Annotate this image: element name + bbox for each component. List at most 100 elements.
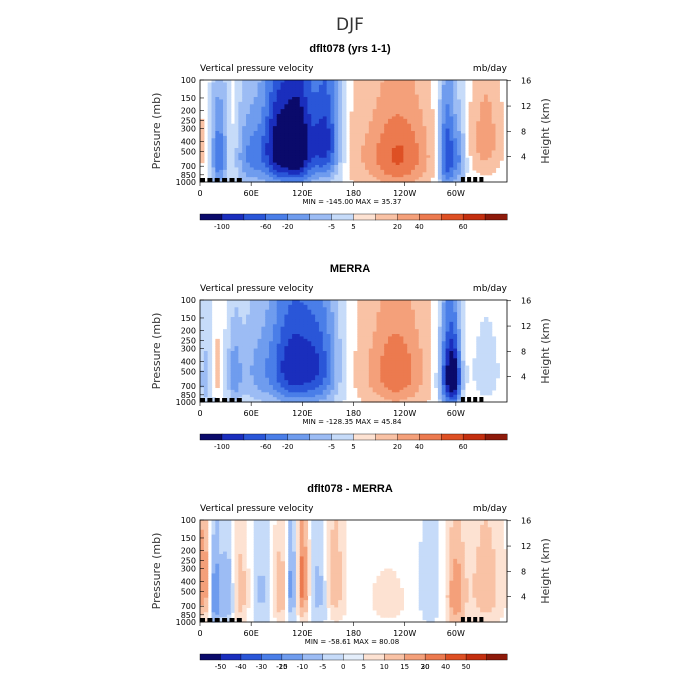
contour-cell — [426, 92, 431, 96]
contour-cell — [322, 351, 328, 355]
contour-cell — [376, 368, 381, 372]
contour-cell — [380, 167, 385, 171]
contour-cell — [341, 300, 347, 304]
contour-cell — [234, 167, 239, 171]
contour-cell — [441, 118, 447, 122]
contour-cell — [265, 394, 270, 398]
contour-cell — [269, 172, 274, 176]
contour-cell — [242, 358, 247, 362]
contour-cell — [288, 167, 293, 171]
contour-cell — [372, 109, 378, 113]
contour-cell — [372, 363, 378, 367]
lon-tick-label: 120E — [292, 189, 312, 198]
contour-cell — [376, 309, 381, 313]
contour-cell — [483, 99, 489, 103]
contour-cell — [414, 87, 420, 91]
contour-cell — [334, 341, 339, 345]
contour-cell — [445, 152, 451, 156]
contour-cell — [249, 314, 255, 318]
contour-cell — [246, 126, 251, 130]
pressure-tick-label: 100 — [181, 76, 196, 85]
contour-cell — [357, 169, 362, 173]
contour-cell — [242, 92, 247, 96]
contour-cell — [226, 380, 232, 384]
contour-cell — [280, 116, 286, 120]
contour-cell — [230, 394, 236, 398]
contour-cell — [242, 145, 247, 149]
contour-cell — [437, 126, 443, 130]
contour-cell — [261, 104, 266, 108]
contour-cell — [414, 128, 420, 132]
contour-cell — [303, 365, 309, 369]
contour-cell — [276, 138, 282, 142]
contour-cell — [361, 326, 366, 330]
contour-cell — [203, 397, 209, 401]
contour-cell — [380, 375, 385, 379]
contour-cell — [365, 338, 370, 342]
contour-cell — [391, 370, 397, 374]
contour-cell — [361, 133, 366, 137]
contour-cell — [372, 116, 378, 120]
contour-cell — [276, 309, 282, 313]
contour-cell — [330, 380, 335, 384]
contour-cell — [284, 375, 289, 379]
contour-cell — [391, 97, 397, 101]
contour-cell — [349, 165, 355, 169]
contour-cell — [211, 169, 216, 173]
contour-cell — [457, 114, 462, 118]
contour-cell — [265, 87, 270, 91]
contour-cell — [368, 94, 374, 98]
contour-cell — [246, 87, 251, 91]
contour-cell — [315, 377, 320, 381]
contour-cell — [284, 101, 289, 105]
contour-cell — [422, 160, 428, 164]
contour-cell — [276, 152, 282, 156]
contour-cell — [399, 150, 404, 154]
contour-cell — [495, 99, 500, 103]
contour-cell — [487, 148, 493, 152]
contour-cell — [257, 114, 262, 118]
contour-cell — [426, 157, 431, 161]
contour-cell — [357, 346, 362, 350]
contour-cell — [200, 128, 205, 132]
contour-cell — [276, 148, 282, 152]
contour-cell — [299, 300, 305, 304]
contour-cell — [487, 165, 493, 169]
units-label: mb/day — [473, 64, 508, 74]
contour-cell — [391, 353, 397, 357]
contour-cell — [269, 148, 274, 152]
contour-cell — [361, 135, 366, 139]
contour-cell — [365, 131, 370, 135]
contour-cell — [230, 135, 236, 139]
contour-cell — [483, 157, 489, 161]
contour-cell — [457, 140, 462, 144]
contour-cell — [495, 126, 500, 130]
contour-cell — [288, 97, 293, 101]
contour-cell — [318, 372, 324, 376]
contour-cell — [372, 360, 378, 364]
contour-cell — [322, 363, 328, 367]
contour-cell — [203, 368, 209, 372]
contour-cell — [414, 118, 420, 122]
contour-cell — [361, 104, 366, 108]
contour-cell — [388, 382, 393, 386]
contour-cell — [230, 160, 236, 164]
contour-cell — [311, 300, 316, 304]
contour-cell — [372, 131, 378, 135]
contour-cell — [288, 128, 293, 132]
contour-cell — [200, 302, 205, 306]
contour-cell — [280, 174, 286, 178]
contour-cell — [303, 169, 309, 173]
contour-cell — [276, 111, 282, 115]
contour-cell — [315, 155, 320, 159]
contour-cell — [376, 348, 381, 352]
contour-cell — [403, 145, 408, 149]
contour-cell — [257, 135, 262, 139]
contour-cell — [426, 169, 431, 173]
contour-cell — [365, 114, 370, 118]
contour-cell — [276, 177, 282, 181]
contour-cell — [269, 377, 274, 381]
contour-cell — [495, 104, 500, 108]
contour-cell — [284, 329, 289, 333]
contour-cell — [272, 394, 278, 398]
